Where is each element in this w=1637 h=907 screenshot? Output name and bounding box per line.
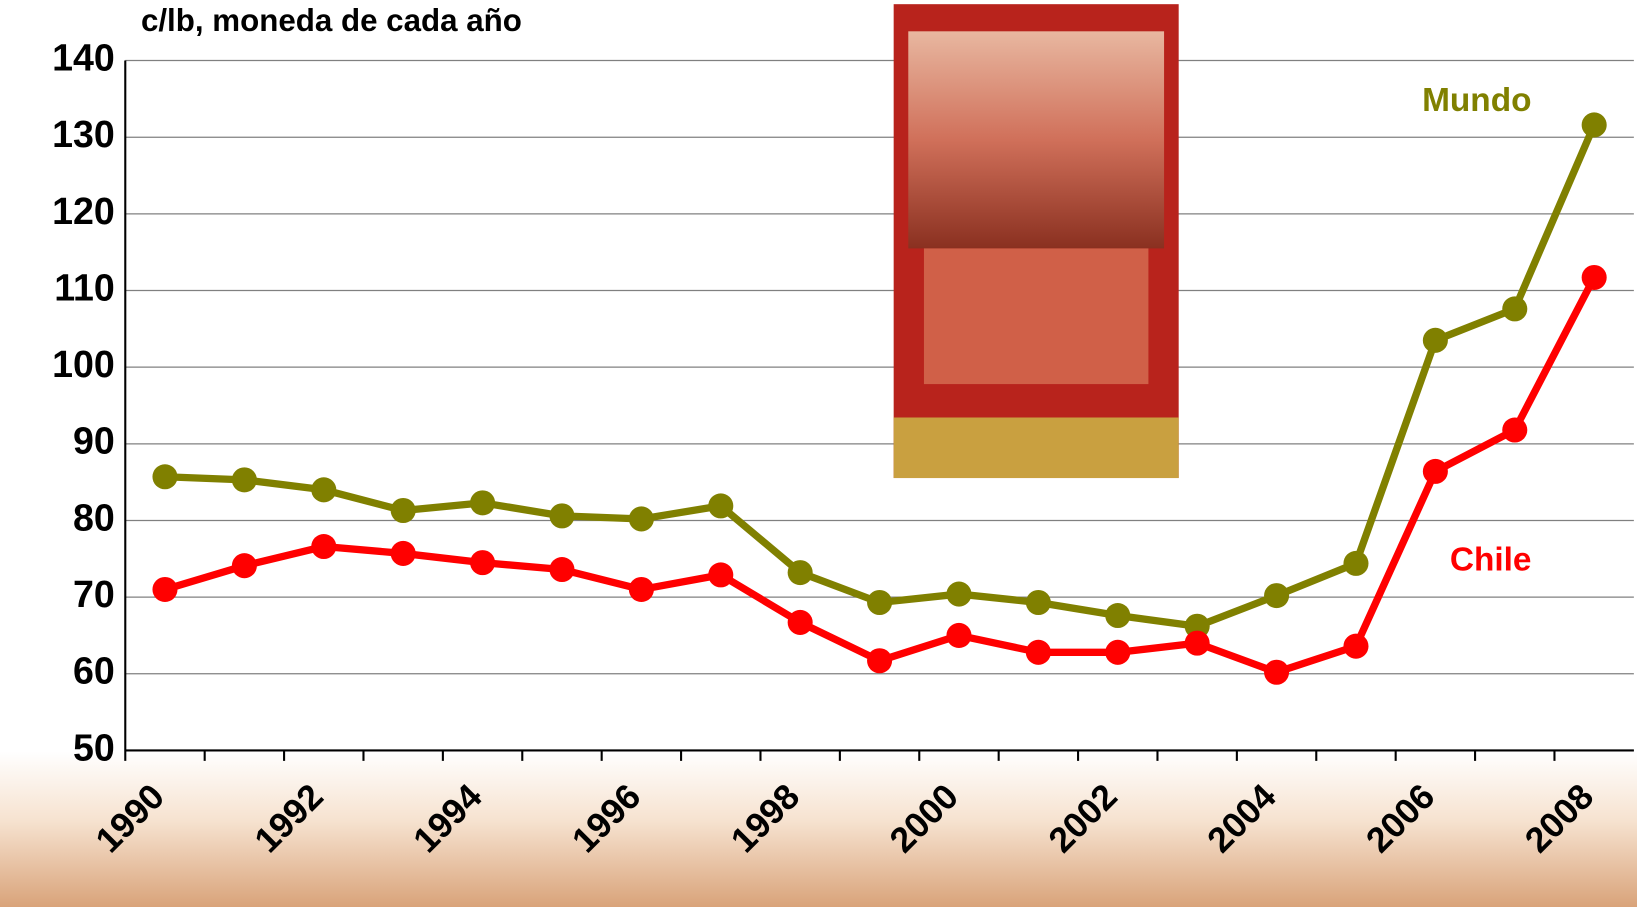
y-tick-label: 90 bbox=[73, 420, 115, 462]
y-tick-label: 140 bbox=[52, 36, 115, 78]
data-point bbox=[787, 609, 813, 635]
plot-area bbox=[125, 60, 1634, 751]
data-point bbox=[311, 477, 337, 503]
y-tick-label: 110 bbox=[54, 266, 115, 308]
data-point bbox=[867, 589, 893, 616]
legend-label: Mundo bbox=[1422, 82, 1531, 119]
data-point bbox=[152, 576, 178, 602]
data-point bbox=[1264, 583, 1290, 609]
y-tick-label: 120 bbox=[52, 190, 115, 232]
data-point bbox=[1581, 264, 1607, 290]
data-point bbox=[1264, 659, 1290, 685]
data-point bbox=[470, 550, 496, 576]
data-point bbox=[1502, 417, 1528, 443]
photo bbox=[893, 4, 1179, 479]
data-point bbox=[152, 464, 178, 490]
data-point bbox=[549, 557, 575, 583]
data-point bbox=[231, 467, 257, 493]
data-point bbox=[1343, 633, 1369, 659]
data-point bbox=[1343, 550, 1369, 576]
y-tick-label: 80 bbox=[73, 496, 115, 538]
data-point bbox=[708, 493, 734, 519]
data-point bbox=[628, 506, 654, 532]
y-tick-label: 60 bbox=[73, 650, 115, 692]
data-point bbox=[390, 540, 416, 566]
y-tick-label: 130 bbox=[52, 113, 115, 155]
y-tick-label: 50 bbox=[73, 726, 115, 768]
y-axis-title: c/lb, moneda de cada año bbox=[141, 3, 522, 38]
data-point bbox=[311, 534, 337, 560]
data-point bbox=[231, 553, 257, 579]
data-point bbox=[1422, 458, 1448, 484]
data-point bbox=[1105, 639, 1131, 665]
legend-label: Chile bbox=[1450, 541, 1532, 578]
data-point bbox=[1502, 296, 1528, 322]
data-point bbox=[1581, 112, 1607, 138]
data-point bbox=[708, 562, 734, 588]
data-point bbox=[946, 622, 972, 648]
data-point bbox=[1025, 589, 1051, 616]
data-point bbox=[1184, 630, 1210, 656]
background bbox=[0, 751, 1637, 907]
data-point bbox=[867, 648, 893, 674]
data-point bbox=[390, 497, 416, 524]
data-point bbox=[1025, 639, 1051, 665]
y-tick-label: 70 bbox=[73, 573, 115, 615]
y-tick-label: 100 bbox=[52, 343, 115, 385]
data-point bbox=[787, 560, 813, 586]
data-point bbox=[946, 581, 972, 607]
data-point bbox=[549, 503, 575, 529]
data-point bbox=[628, 576, 654, 602]
data-point bbox=[1105, 603, 1131, 629]
data-point bbox=[470, 490, 496, 516]
data-point bbox=[1422, 327, 1448, 353]
